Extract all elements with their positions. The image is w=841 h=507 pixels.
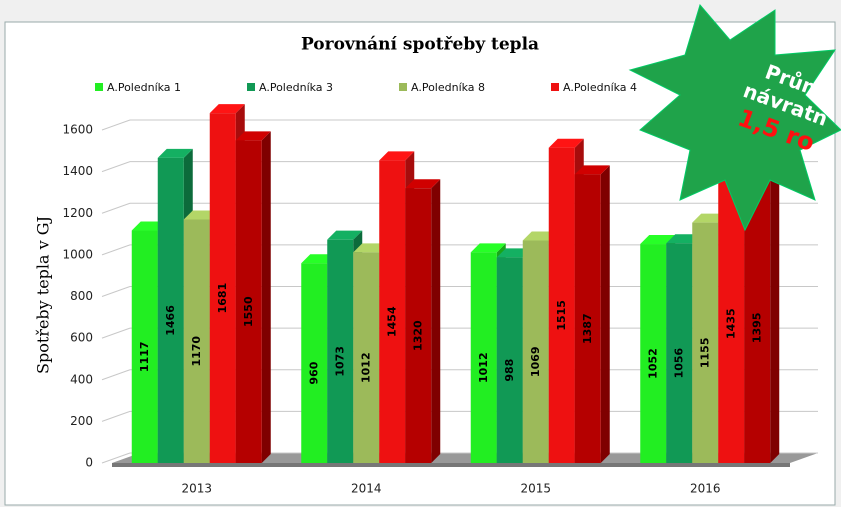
value-label: 1012 — [359, 352, 372, 383]
bar-top — [574, 165, 610, 175]
grid-line — [101, 161, 818, 173]
y-tick-label: 800 — [70, 289, 93, 303]
bar-top — [157, 148, 193, 158]
value-label: 1515 — [555, 300, 568, 331]
bar — [301, 263, 328, 463]
legend-label: A.Poledníka 1 — [107, 81, 181, 94]
bar-side — [600, 165, 610, 463]
bar — [183, 219, 210, 463]
bar-top — [209, 104, 245, 114]
y-tick-label: 600 — [70, 331, 93, 345]
value-label: 960 — [307, 361, 320, 384]
bar — [496, 257, 523, 463]
bar — [522, 240, 549, 463]
bar-top — [235, 131, 271, 141]
y-tick-label: 200 — [70, 414, 93, 428]
y-tick-label: 1000 — [62, 247, 93, 261]
star-badge: Prům návratn 1,5 ro — [628, 3, 841, 232]
x-tick-label: 2014 — [351, 482, 382, 496]
bar — [209, 113, 236, 463]
bar — [574, 174, 601, 463]
value-label: 1012 — [477, 352, 490, 383]
legend-swatch — [551, 83, 559, 91]
bar — [405, 188, 432, 463]
bar-top — [548, 138, 584, 148]
value-label: 1395 — [750, 313, 763, 344]
bar — [353, 252, 380, 463]
bar-top — [470, 243, 506, 253]
legend-swatch — [95, 83, 103, 91]
star — [628, 3, 841, 232]
y-tick-label: 1200 — [62, 206, 93, 220]
bar-top — [640, 235, 676, 245]
legend-swatch — [247, 83, 255, 91]
legend-label: A.Poledníka 3 — [259, 81, 333, 94]
legend-swatch — [399, 83, 407, 91]
value-label: 1117 — [138, 341, 151, 372]
y-tick-label: 1400 — [62, 164, 93, 178]
bar-top — [379, 151, 415, 161]
bar-side — [261, 131, 271, 463]
y-tick-label: 0 — [85, 456, 93, 470]
x-tick-label: 2013 — [181, 482, 212, 496]
legend-label: A.Poledníka 8 — [411, 81, 485, 94]
value-label: 1466 — [164, 305, 177, 336]
y-tick-label: 400 — [70, 372, 93, 386]
bar — [131, 230, 158, 463]
value-label: 1387 — [581, 313, 594, 344]
value-label: 1454 — [385, 306, 398, 337]
bar-side — [770, 163, 780, 463]
value-label: 1550 — [242, 296, 255, 327]
x-tick-label: 2015 — [520, 482, 551, 496]
value-label: 1681 — [216, 283, 229, 314]
bar — [470, 252, 497, 463]
value-label: 1069 — [529, 346, 542, 377]
value-label: 1073 — [333, 346, 346, 377]
value-label: 1155 — [698, 337, 711, 368]
x-tick-label: 2016 — [690, 482, 721, 496]
bar — [157, 157, 184, 464]
value-label: 1056 — [672, 347, 685, 378]
bar — [327, 239, 354, 463]
grid-line — [101, 119, 818, 131]
value-label: 1435 — [724, 308, 737, 339]
y-tick-label: 1600 — [62, 123, 93, 137]
y-axis-label: Spotřeby tepla v GJ — [34, 216, 53, 374]
floor-edge — [112, 463, 790, 467]
bar — [692, 222, 719, 463]
bar — [548, 147, 575, 464]
plot: 0 200 400 600 800 1000 1200 1400 1600 A.Poledníka… — [62, 81, 818, 496]
bar-side — [431, 179, 441, 463]
bar — [235, 140, 262, 463]
value-label: 1320 — [411, 320, 424, 351]
bar — [640, 244, 667, 463]
value-label: 988 — [503, 359, 516, 382]
bar-top — [405, 179, 441, 189]
value-label: 1052 — [646, 348, 659, 379]
bar — [666, 243, 693, 463]
legend-label: A.Poledníka 4 — [563, 81, 637, 94]
value-label: 1170 — [190, 336, 203, 367]
bar-top — [327, 230, 363, 240]
bar — [379, 160, 406, 464]
chart-title: Porovnání spotřeby tepla — [301, 35, 539, 55]
